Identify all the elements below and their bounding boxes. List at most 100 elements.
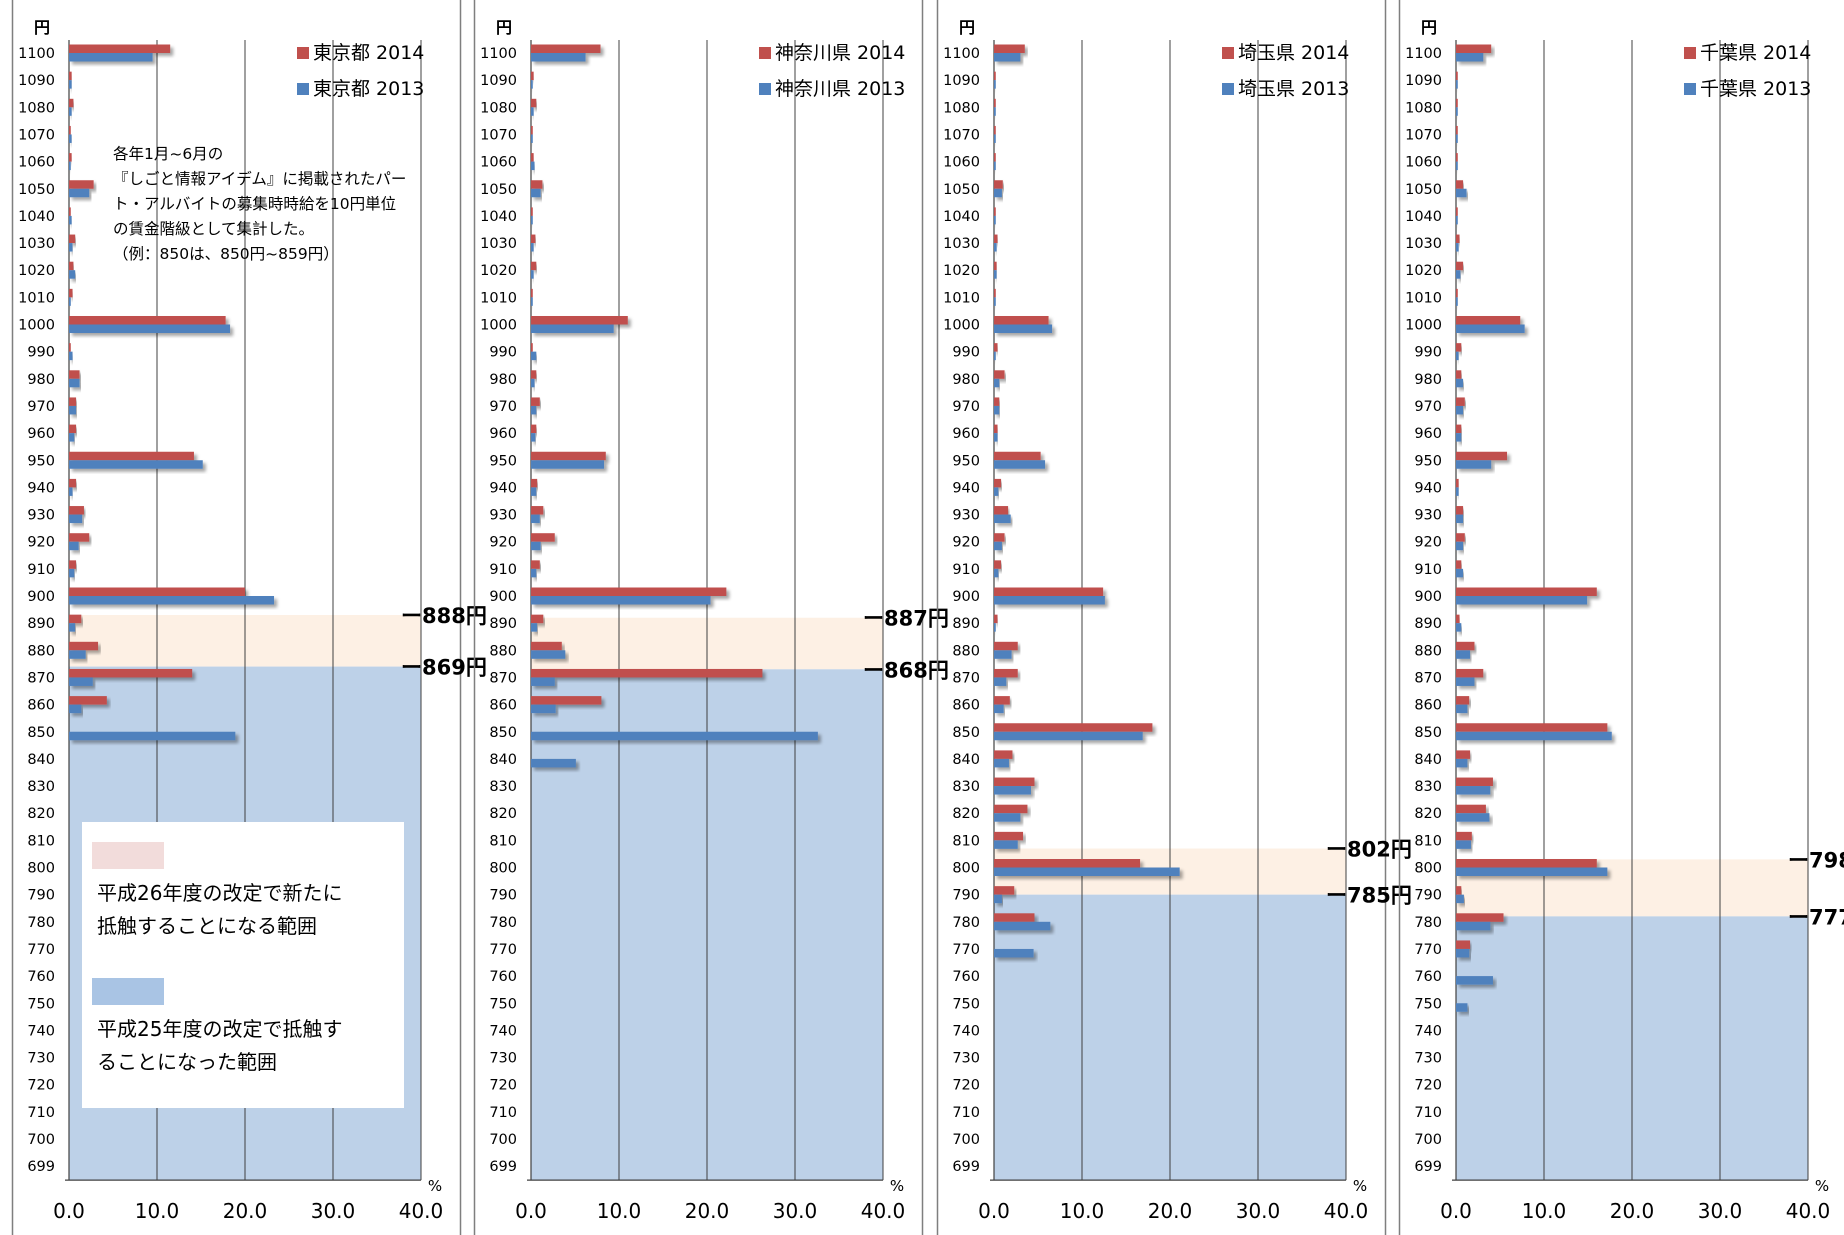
y-tick-label: 910 [27,562,55,578]
note-line: 各年1月~6月の [113,145,223,163]
bar-2014 [531,424,537,434]
bar-2014 [69,533,90,542]
bar-2013 [69,433,75,442]
legend-swatch-2014 [1222,47,1234,59]
bar-2013 [531,460,605,469]
x-tick-label: 0.0 [53,1199,85,1223]
bar-2014 [531,641,562,651]
x-tick-label: 0.0 [515,1199,547,1223]
y-tick-label: 820 [952,806,980,822]
bar-2013 [69,351,73,361]
bar-2013 [994,867,1180,876]
bar-2013 [531,487,537,496]
y-tick-label: 970 [1414,399,1442,415]
y-tick-label: 1090 [943,73,980,89]
bar-2013 [69,623,76,632]
y-tick-label: 1040 [1405,209,1442,225]
bar-2013 [1456,53,1484,62]
y-tick-label: 1000 [943,318,980,334]
legend-label-2014: 東京都 2014 [313,42,424,64]
bar-2014 [69,288,73,298]
bar-2013 [1456,161,1458,171]
bar-2013 [994,460,1046,469]
bar-2013 [531,188,541,198]
y-tick-label: 890 [1414,616,1442,632]
y-tick-label: 1000 [18,318,55,334]
y-tick-label: 840 [952,752,980,768]
y-tick-label: 1090 [1405,73,1442,89]
bar-2013 [1456,921,1491,931]
y-tick-label: 1020 [18,263,55,279]
bar-2013 [994,677,1007,686]
y-tick-label: 870 [27,670,55,686]
band-legend-swatch-new [92,842,164,869]
bar-2013 [994,731,1143,741]
y-tick-label: 750 [952,996,980,1012]
bar-2014 [1456,587,1597,596]
bar-2014 [994,859,1141,868]
bar-2013 [531,215,533,225]
y-tick-label: 1000 [1405,318,1442,334]
bar-2014 [531,478,538,488]
x-unit-label: % [428,1177,442,1195]
bar-2014 [1456,234,1460,244]
bar-2013 [531,243,534,252]
bar-2013 [994,514,1011,524]
y-tick-label: 1030 [480,236,517,252]
y-tick-label: 860 [489,698,517,714]
bar-2013 [69,704,82,714]
y-tick-label: 900 [1414,589,1442,605]
x-tick-label: 20.0 [1148,1199,1193,1223]
x-tick-label: 40.0 [861,1199,906,1223]
bar-2013 [1456,514,1464,524]
y-tick-label: 1060 [1405,155,1442,171]
y-tick-label: 1030 [1405,236,1442,252]
y-tick-label: 820 [27,806,55,822]
y-tick-label: 830 [952,779,980,795]
y-tick-label: 1100 [18,46,55,62]
y-tick-label: 1040 [943,209,980,225]
bar-2013 [69,568,75,578]
bar-2013 [1456,650,1471,659]
bar-2013 [994,161,996,171]
bar-2014 [531,98,537,108]
y-tick-label: 750 [1414,996,1442,1012]
y-unit-label: 円 [1421,18,1437,37]
bar-2013 [994,297,996,306]
y-tick-label: 840 [1414,752,1442,768]
bar-2013 [531,270,534,279]
bar-2013 [1456,840,1471,849]
bar-2013 [994,80,996,89]
bar-2013 [69,677,93,686]
bar-2013 [1456,623,1462,632]
bar-2013 [69,460,203,469]
bar-2013 [69,53,153,62]
legend-swatch-2013 [297,83,309,95]
y-tick-label: 940 [952,480,980,496]
y-tick-label: 1050 [480,182,517,198]
y-tick-label: 810 [489,833,517,849]
bar-2013 [531,378,535,388]
x-tick-label: 20.0 [685,1199,730,1223]
bar-2013 [1456,487,1459,496]
bar-2014 [1456,723,1608,732]
x-tick-label: 40.0 [399,1199,444,1223]
bar-2013 [1456,378,1464,388]
y-tick-label: 780 [1414,915,1442,931]
y-tick-label: 950 [27,453,55,469]
bar-2014 [531,614,544,624]
y-tick-label: 1010 [18,290,55,306]
y-tick-label: 1020 [480,263,517,279]
y-tick-label: 960 [489,426,517,442]
y-tick-label: 800 [952,861,980,877]
bar-2013 [531,758,576,768]
bar-2013 [1456,134,1458,143]
y-tick-label: 790 [489,888,517,904]
x-tick-label: 30.0 [1236,1199,1281,1223]
bar-2013 [69,541,79,551]
bar-2013 [994,650,1012,659]
y-tick-label: 1020 [1405,263,1442,279]
note-line: 『しごと情報アイデム』に掲載されたパー [113,169,406,188]
bar-2013 [69,107,72,116]
bar-2013 [69,650,86,659]
